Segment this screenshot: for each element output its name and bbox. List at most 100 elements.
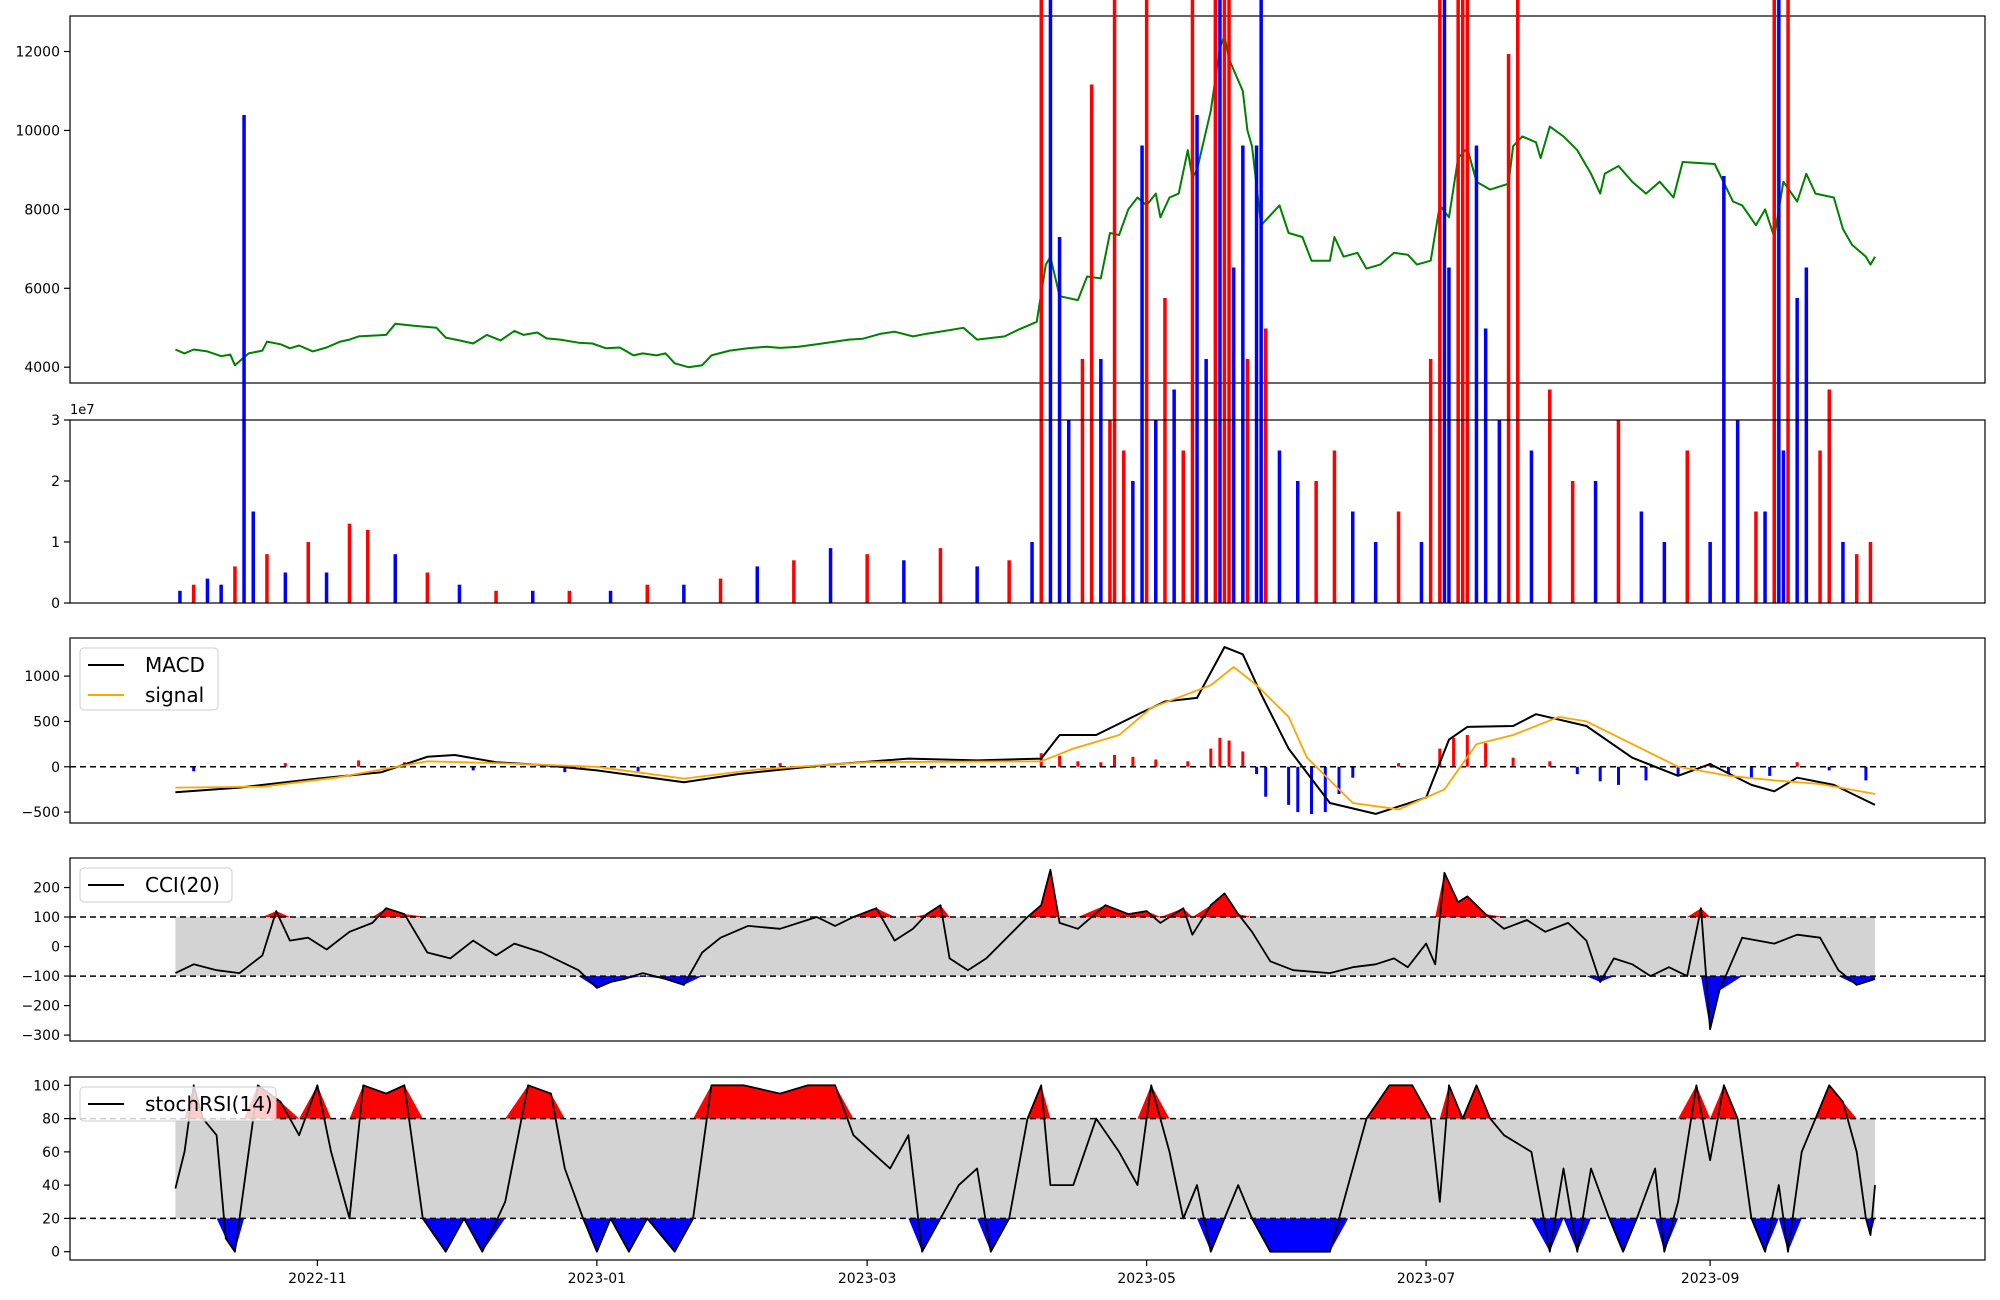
volume-bar (233, 566, 237, 603)
volume-bar (1195, 115, 1199, 603)
volume-bar (1483, 328, 1488, 603)
volume-bar (1351, 511, 1355, 603)
volume-bar (1777, 0, 1781, 603)
macd-histogram-bar (1676, 766, 1680, 776)
volume-bar (1735, 420, 1740, 603)
x-tick-label: 2023-03 (838, 1271, 897, 1287)
volume-bar (1685, 450, 1689, 603)
volume-bar (1396, 511, 1401, 603)
macd-histogram-bar (1264, 766, 1268, 797)
volume-bar (1548, 389, 1552, 603)
volume-bar (1827, 389, 1831, 603)
volume-bar (242, 115, 246, 603)
stochrsi-ytick-label: 20 (42, 1211, 60, 1227)
volume-bar (1818, 450, 1822, 603)
macd-histogram-bar (778, 763, 782, 767)
price-axes-frame (69, 15, 1986, 384)
cci-panel: −300 −200 −100 0 100 200 CCI(20) (22, 857, 1986, 1044)
macd-axes-frame (69, 637, 1986, 824)
macd-ytick-layer: −500 0 500 1000 (22, 669, 70, 821)
macd-histogram-bar (1864, 766, 1868, 781)
volume-bar (1722, 176, 1726, 603)
volume-bar (645, 584, 649, 603)
stochrsi-ytick-label: 80 (42, 1112, 60, 1128)
volume-bar (1763, 511, 1767, 603)
volume-bar (755, 566, 759, 603)
volume-bar (1112, 0, 1117, 603)
volume-bar (865, 554, 869, 603)
macd-histogram-bar (1598, 766, 1602, 782)
volume-ytick-label: 0 (51, 596, 60, 612)
volume-bar (1030, 542, 1034, 603)
volume-bar (205, 578, 210, 603)
stochrsi-ytick-label: 60 (42, 1145, 60, 1161)
macd-histogram-bar (1076, 761, 1080, 767)
volume-bar (1314, 481, 1318, 603)
volume-bar (1163, 298, 1167, 603)
stochrsi-legend: stochRSI(14) (79, 1086, 277, 1122)
price-ytick-label: 4000 (24, 360, 60, 376)
macd-histogram-bar (1241, 751, 1245, 767)
macd-legend-signal-label: signal (145, 683, 204, 707)
macd-ytick-label: 500 (33, 714, 60, 730)
volume-bar (457, 584, 462, 603)
volume-bar (306, 542, 310, 603)
macd-hist-layer (192, 735, 1868, 814)
volume-bar (1447, 267, 1451, 603)
volume-bar (1099, 359, 1103, 603)
macd-histogram-bar (929, 766, 933, 769)
cci-line (175, 868, 1876, 1031)
macd-histogram-bar (1644, 766, 1648, 781)
volume-ytick-label: 1 (51, 535, 60, 551)
macd-histogram-bar (1484, 743, 1488, 767)
volume-bar (567, 590, 572, 603)
macd-histogram-bar (1617, 766, 1620, 785)
cci-line-layer (175, 868, 1876, 1031)
macd-histogram-bar (1186, 761, 1190, 767)
volume-bar (393, 554, 397, 603)
stochrsi-legend-box (79, 1086, 277, 1122)
volume-bar (1868, 542, 1873, 603)
cci-legend-label: CCI(20) (145, 873, 220, 897)
stochrsi-ytick-label: 100 (33, 1078, 60, 1094)
macd-histogram-bar (1227, 740, 1231, 767)
x-tick-label: 2023-01 (568, 1271, 627, 1287)
stochrsi-overbought-fill (175, 1085, 1875, 1119)
macd-legend: MACD signal (79, 647, 219, 711)
price-ytick-label: 8000 (24, 202, 60, 218)
cci-legend: CCI(20) (79, 867, 233, 903)
macd-histogram-bar (1310, 766, 1313, 814)
volume-bar (1039, 0, 1043, 603)
macd-histogram-bar (1058, 755, 1062, 767)
volume-bar (1048, 0, 1053, 604)
volume-bar (1204, 359, 1208, 603)
volume-bar (1506, 54, 1511, 603)
macd-histogram-bar (1575, 766, 1579, 775)
volume-bar (1089, 84, 1094, 603)
volume-bar (1456, 0, 1460, 603)
volume-bar (1190, 0, 1195, 603)
macd-histogram-bar (1131, 756, 1135, 767)
stochrsi-ytick-layer: 0 20 40 60 80 100 (33, 1078, 70, 1261)
volume-ytick-label: 2 (51, 474, 60, 490)
volume-bar (682, 584, 686, 603)
volume-bar (1795, 298, 1799, 603)
price-line-layer (175, 34, 1876, 369)
volume-bar (1662, 542, 1667, 603)
macd-panel: −500 0 500 1000 MACD signal (22, 637, 1986, 824)
volume-bar (1277, 450, 1282, 603)
volume-bar (265, 554, 269, 603)
volume-bar (1222, 0, 1227, 603)
x-tick-label: 2023-05 (1117, 1271, 1176, 1287)
macd-histogram-bar (1287, 766, 1291, 805)
macd-histogram-bar (1726, 766, 1730, 775)
stochrsi-axes-frame (69, 1076, 1986, 1261)
macd-histogram-bar (1209, 748, 1213, 767)
cci-ytick-label: −300 (22, 1028, 60, 1044)
volume-bar (1474, 145, 1479, 603)
price-line (175, 34, 1876, 369)
macd-histogram-bar (1548, 761, 1552, 767)
cci-ytick-layer: −300 −200 −100 0 100 200 (22, 881, 70, 1044)
macd-histogram-bar (636, 766, 640, 772)
